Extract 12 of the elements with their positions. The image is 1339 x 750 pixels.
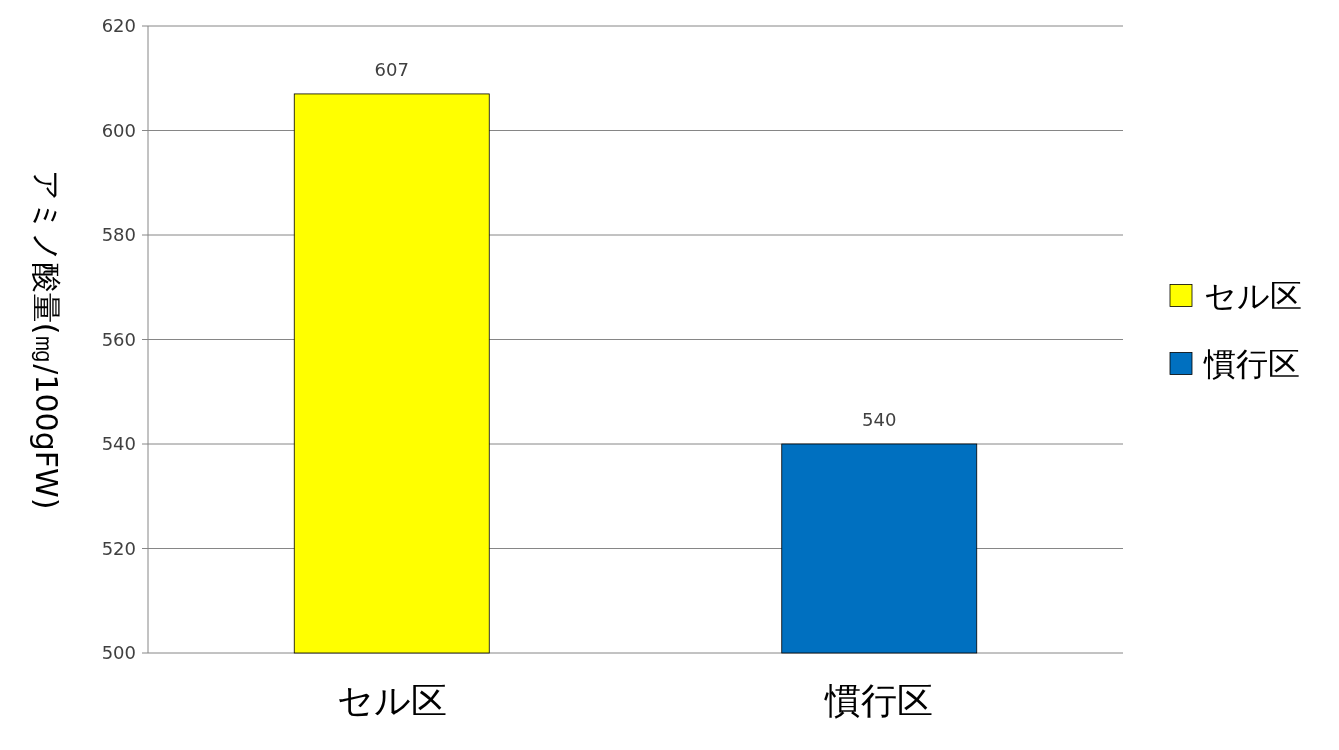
y-tick-label: 600 (101, 119, 136, 141)
y-tick-label: 560 (101, 328, 136, 350)
data-label: 607 (374, 58, 409, 80)
data-label: 540 (862, 409, 897, 430)
legend-label: セル区 (1204, 276, 1302, 315)
legend-label: 慣行区 (1203, 344, 1300, 383)
y-axis-title: アミノ酸量(㎎/100gFW) (28, 169, 64, 510)
y-tick-label: 500 (101, 642, 136, 664)
y-tick-label: 520 (101, 537, 136, 559)
y-tick-label: 580 (101, 224, 136, 246)
y-tick-label: 620 (101, 15, 136, 37)
y-tick-label: 540 (101, 433, 136, 455)
